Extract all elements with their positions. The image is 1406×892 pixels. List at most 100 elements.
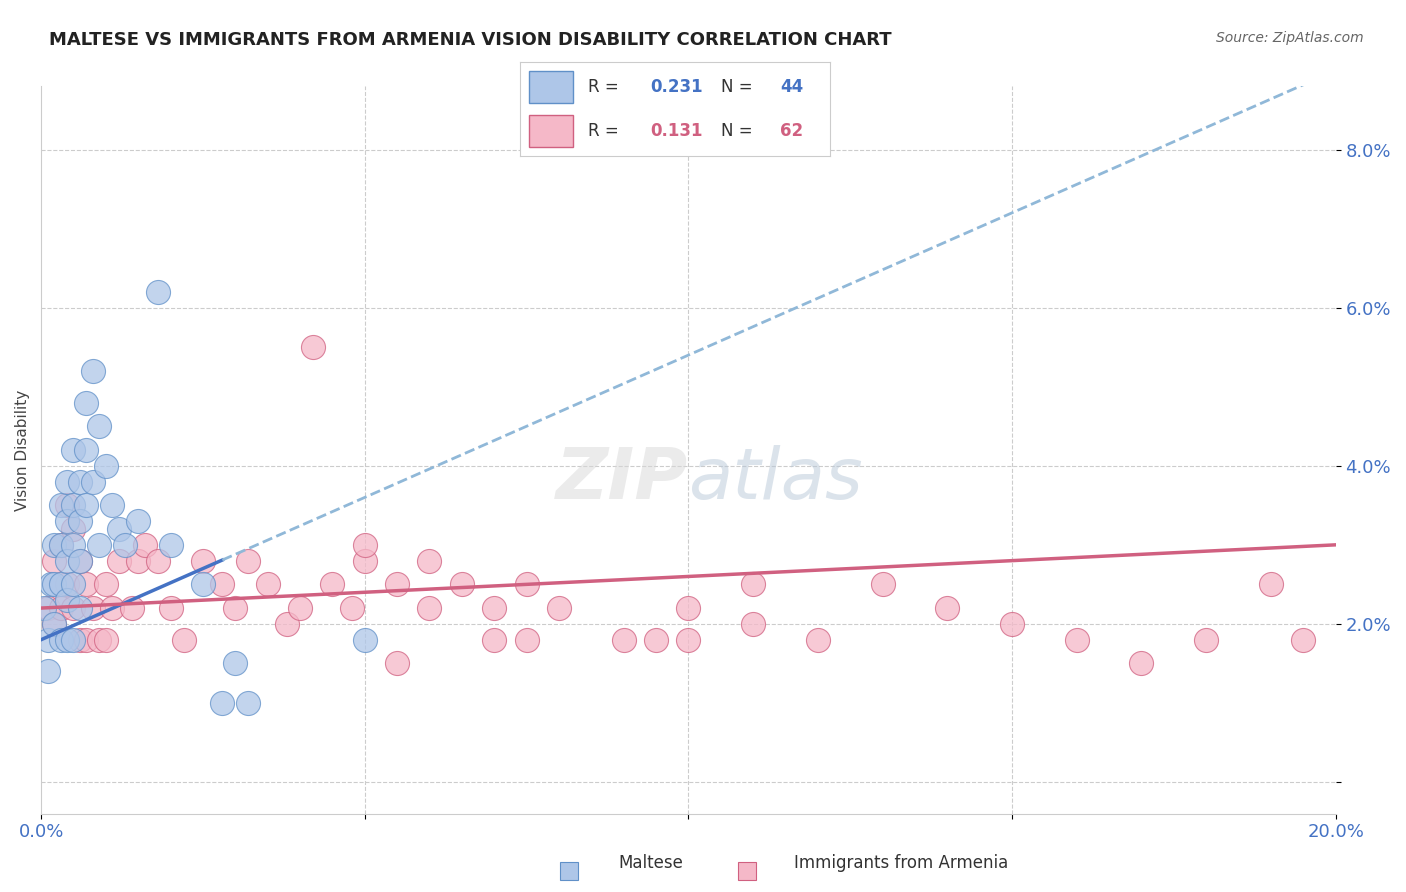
Point: [39, 577, 62, 591]
Point: [89, 632, 111, 647]
Point: [69, 554, 91, 568]
Point: [321, 577, 343, 591]
Y-axis label: Vision Disability: Vision Disability: [15, 389, 30, 510]
Point: [56, 475, 79, 489]
Text: Maltese: Maltese: [619, 855, 683, 872]
Point: [146, 285, 169, 299]
Text: N =: N =: [721, 78, 758, 95]
Point: [173, 632, 195, 647]
Point: [49, 601, 72, 615]
Point: [872, 577, 894, 591]
Point: [75, 498, 97, 512]
Point: [482, 601, 505, 615]
Point: [69, 601, 91, 615]
Point: [62, 538, 84, 552]
Point: [288, 601, 311, 615]
Point: [353, 554, 375, 568]
Point: [75, 442, 97, 457]
Point: [211, 577, 233, 591]
Point: [42, 554, 65, 568]
Point: [56, 632, 79, 647]
Point: [238, 554, 260, 568]
Point: [340, 601, 363, 615]
Point: [62, 632, 84, 647]
Point: [256, 577, 278, 591]
Point: [742, 577, 765, 591]
Point: [69, 632, 91, 647]
Point: [1292, 632, 1315, 647]
Point: [238, 696, 260, 710]
Point: [82, 364, 104, 378]
FancyBboxPatch shape: [530, 70, 572, 103]
Point: [34, 601, 56, 615]
Point: [385, 657, 408, 671]
Point: [42, 538, 65, 552]
Point: [49, 498, 72, 512]
Point: [42, 616, 65, 631]
Point: [516, 632, 538, 647]
Text: R =: R =: [588, 122, 624, 140]
Point: [75, 577, 97, 591]
Point: [69, 514, 91, 528]
FancyBboxPatch shape: [530, 115, 572, 147]
Text: 0.231: 0.231: [650, 78, 703, 95]
Point: [49, 632, 72, 647]
Point: [548, 601, 571, 615]
Point: [482, 632, 505, 647]
Point: [936, 601, 959, 615]
Point: [127, 554, 149, 568]
Point: [134, 538, 156, 552]
Point: [101, 601, 124, 615]
Text: MALTESE VS IMMIGRANTS FROM ARMENIA VISION DISABILITY CORRELATION CHART: MALTESE VS IMMIGRANTS FROM ARMENIA VISIO…: [49, 31, 891, 49]
Point: [211, 696, 233, 710]
Point: [62, 601, 84, 615]
Point: [1001, 616, 1024, 631]
Point: [49, 577, 72, 591]
Point: [516, 577, 538, 591]
Point: [385, 577, 408, 591]
Point: [75, 395, 97, 409]
Text: ZIP: ZIP: [557, 444, 689, 514]
Point: [353, 538, 375, 552]
Point: [62, 498, 84, 512]
Point: [1066, 632, 1088, 647]
Point: [742, 616, 765, 631]
Point: [107, 554, 129, 568]
Point: [127, 514, 149, 528]
Point: [1195, 632, 1218, 647]
Point: [1130, 657, 1153, 671]
Point: [56, 514, 79, 528]
Point: [56, 577, 79, 591]
Point: [807, 632, 830, 647]
Point: [69, 475, 91, 489]
Text: Source: ZipAtlas.com: Source: ZipAtlas.com: [1216, 31, 1364, 45]
Point: [224, 657, 246, 671]
Text: N =: N =: [721, 122, 758, 140]
Point: [121, 601, 143, 615]
Point: [1260, 577, 1282, 591]
Point: [82, 475, 104, 489]
Point: [159, 601, 181, 615]
Point: [94, 632, 117, 647]
Point: [49, 538, 72, 552]
Point: [62, 442, 84, 457]
Point: [159, 538, 181, 552]
Point: [62, 577, 84, 591]
Point: [146, 554, 169, 568]
Point: [613, 632, 636, 647]
Point: [101, 498, 124, 512]
Point: [353, 632, 375, 647]
Point: [114, 538, 136, 552]
Point: [678, 601, 700, 615]
Point: [42, 577, 65, 591]
Text: 44: 44: [780, 78, 803, 95]
Text: 62: 62: [780, 122, 803, 140]
Point: [645, 632, 668, 647]
Point: [56, 593, 79, 607]
Point: [82, 601, 104, 615]
Point: [224, 601, 246, 615]
Point: [37, 665, 59, 679]
Point: [94, 577, 117, 591]
Point: [89, 419, 111, 434]
Text: R =: R =: [588, 78, 624, 95]
